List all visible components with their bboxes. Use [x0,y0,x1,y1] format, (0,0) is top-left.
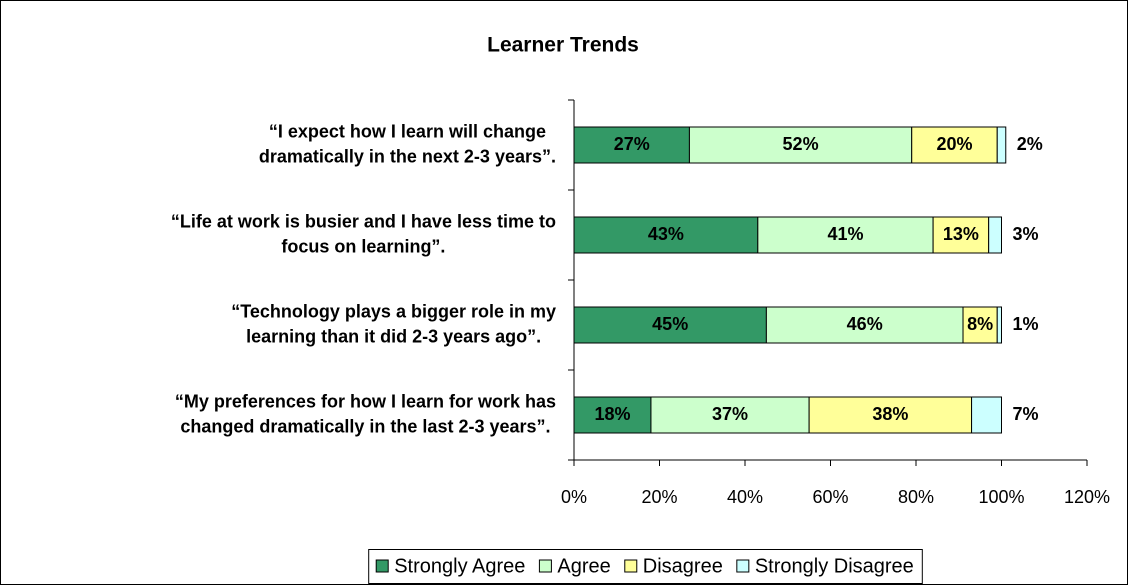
x-tick-label: 20% [641,487,677,507]
bar-segment [996,306,1002,344]
data-label: 1% [1012,314,1038,334]
data-label: 37% [712,404,748,424]
legend-swatch [736,559,750,573]
bar-segment [808,396,973,434]
bar-segment [688,126,913,164]
data-label: 45% [652,314,688,334]
data-label: 18% [594,404,630,424]
legend-swatch [375,559,389,573]
x-tick-label: 40% [727,487,763,507]
bar-segment [932,216,990,254]
legend-label: Disagree [643,555,723,577]
x-tick-label: 60% [812,487,848,507]
data-label: 8% [967,314,993,334]
bar-segment [988,216,1002,254]
bar-segment [573,396,652,434]
data-label: 2% [1017,134,1043,154]
bar-segment [996,126,1007,164]
bar-segment [650,396,810,434]
data-label: 13% [943,224,979,244]
legend-swatch [624,559,638,573]
category-label: changed dramatically in the last 2-3 yea… [180,416,550,436]
data-label: 3% [1012,224,1038,244]
category-label: “My preferences for how I learn for work… [175,391,556,411]
category-label: “Life at work is busier and I have less … [171,211,556,231]
category-label: learning than it did 2-3 years ago”. [246,326,541,346]
bar-segment [962,306,998,344]
legend-label: Agree [557,555,610,577]
category-label: focus on learning”. [281,236,445,256]
category-label: “I expect how I learn will change [269,121,546,141]
x-tick-label: 100% [978,487,1024,507]
data-label: 27% [614,134,650,154]
x-tick-label: 80% [898,487,934,507]
bar-segment [573,306,767,344]
legend-box [368,549,923,584]
data-label: 7% [1012,404,1038,424]
data-label: 41% [827,224,863,244]
chart-title: Learner Trends [487,34,639,57]
bar-segment [757,216,934,254]
data-label: 20% [936,134,972,154]
data-label: 46% [847,314,883,334]
legend-label: Strongly Agree [394,555,525,577]
legend-label: Strongly Disagree [755,555,914,577]
data-label: 38% [872,404,908,424]
data-label: 43% [648,224,684,244]
bar-segment [765,306,964,344]
x-tick-label: 120% [1064,487,1110,507]
legend-swatch [538,559,552,573]
data-label: 52% [783,134,819,154]
bar-segment [971,396,1003,434]
x-tick-label: 0% [561,487,587,507]
category-label: “Technology plays a bigger role in my [231,301,556,321]
category-label: dramatically in the next 2-3 years”. [259,146,556,166]
